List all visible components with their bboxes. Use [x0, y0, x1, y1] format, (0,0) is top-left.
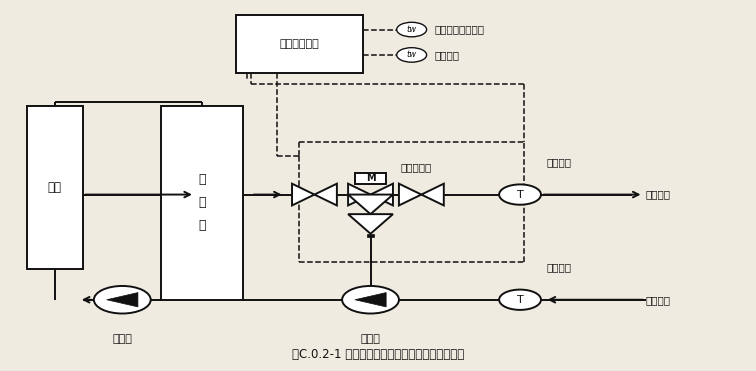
Polygon shape [355, 293, 386, 307]
Polygon shape [370, 184, 393, 206]
Polygon shape [314, 184, 337, 206]
Text: T: T [516, 295, 523, 305]
Text: tw: tw [407, 25, 417, 34]
Polygon shape [348, 214, 393, 234]
Text: 室外温度: 室外温度 [434, 50, 459, 60]
Circle shape [499, 290, 541, 310]
Text: 供水温度: 供水温度 [547, 157, 572, 167]
Text: 气候补偿装置: 气候补偿装置 [280, 39, 319, 49]
Circle shape [94, 286, 150, 313]
Polygon shape [421, 184, 444, 206]
Circle shape [397, 22, 426, 37]
Bar [161, 106, 243, 300]
Polygon shape [399, 184, 421, 206]
Polygon shape [107, 293, 138, 307]
Circle shape [499, 184, 541, 205]
Bar [26, 106, 82, 269]
Polygon shape [348, 184, 370, 206]
Text: 用户供水: 用户供水 [646, 190, 671, 200]
Bar [236, 15, 363, 73]
Text: 图C.0.2-1 锅炉房混水器气候补偿系统流程示意图: 图C.0.2-1 锅炉房混水器气候补偿系统流程示意图 [292, 348, 464, 361]
Bar [355, 173, 386, 184]
Text: 一级泵: 一级泵 [113, 334, 132, 344]
Text: tw: tw [407, 50, 417, 59]
Text: 典型用户室内温度: 典型用户室内温度 [434, 24, 484, 35]
Polygon shape [348, 194, 393, 214]
Circle shape [342, 286, 399, 313]
Polygon shape [292, 184, 314, 206]
Text: M: M [366, 173, 375, 183]
Text: 回水温度: 回水温度 [547, 262, 572, 272]
Bar [367, 234, 374, 237]
Text: T: T [516, 190, 523, 200]
Text: 电动三通阀: 电动三通阀 [401, 162, 432, 173]
Text: 锅炉: 锅炉 [48, 181, 62, 194]
Text: 混
水
器: 混 水 器 [199, 173, 206, 232]
Circle shape [397, 48, 426, 62]
Text: 用户回水: 用户回水 [646, 295, 671, 305]
Text: 二级泵: 二级泵 [361, 334, 380, 344]
